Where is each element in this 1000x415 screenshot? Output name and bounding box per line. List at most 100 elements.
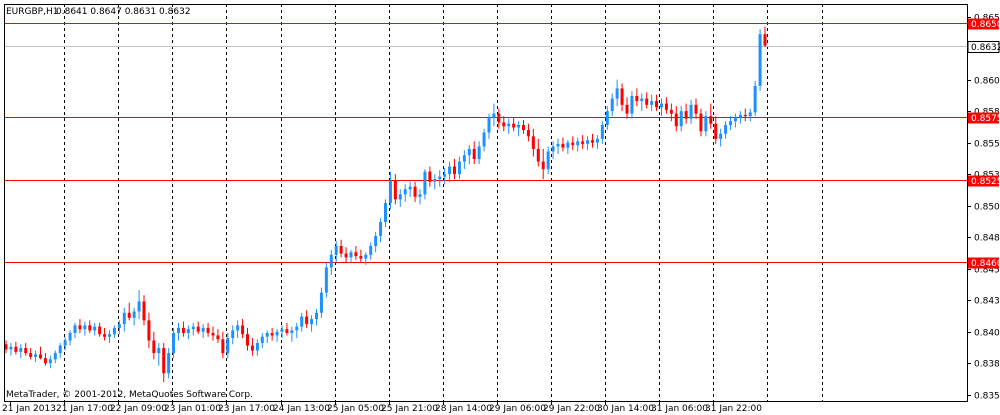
candle	[743, 108, 747, 122]
candle-body	[388, 180, 392, 204]
candle-body	[324, 267, 328, 293]
candle-body	[14, 346, 18, 352]
candle	[112, 325, 116, 338]
candle-body	[137, 301, 141, 312]
candle	[546, 146, 550, 175]
candle	[738, 111, 742, 124]
candle-body	[758, 34, 762, 86]
candle-body	[68, 332, 72, 341]
candle	[186, 325, 190, 340]
candle	[305, 310, 309, 328]
candle	[413, 181, 417, 202]
candle-body	[73, 325, 77, 333]
candle-body	[541, 161, 545, 170]
candle	[699, 108, 703, 137]
candle-body	[280, 329, 284, 332]
candle-body	[630, 96, 634, 114]
candle	[58, 343, 62, 359]
candles	[4, 26, 767, 383]
candle-body	[78, 325, 82, 330]
candle	[393, 174, 397, 205]
candle	[664, 97, 668, 114]
candle	[655, 94, 659, 112]
candle-body	[507, 123, 511, 127]
x-tick-label: 24 Jan 13:00	[273, 404, 330, 414]
x-tick-label: 25 Jan 05:00	[327, 404, 384, 414]
candle-body	[443, 174, 447, 177]
candle	[157, 343, 161, 366]
y-tick-label: 0.8405	[974, 329, 1000, 339]
candle-body	[625, 104, 629, 114]
candle	[310, 315, 314, 332]
candle-body	[605, 111, 609, 125]
candle-body	[132, 311, 136, 318]
candle	[660, 98, 663, 117]
candle	[369, 242, 373, 260]
candle-body	[536, 148, 540, 162]
candle-body	[43, 358, 47, 364]
candle	[241, 319, 245, 338]
candle-body	[571, 142, 575, 146]
candle	[610, 93, 614, 117]
candle	[315, 308, 318, 326]
candle-body	[211, 332, 215, 336]
level-price-label: 0.8650	[971, 20, 1000, 30]
candle	[384, 199, 387, 228]
candle-body	[526, 130, 530, 137]
candle-body	[206, 327, 210, 333]
candle	[172, 327, 176, 359]
candle	[83, 321, 87, 336]
candle	[595, 135, 599, 149]
candle-body	[689, 104, 693, 119]
candle	[191, 322, 195, 336]
candle	[246, 327, 249, 351]
candle	[497, 108, 501, 129]
candle-body	[103, 334, 107, 337]
candle	[482, 128, 486, 152]
candle-body	[655, 101, 659, 108]
candle-body	[19, 348, 23, 352]
candle-body	[285, 329, 289, 333]
x-tick-label: 29 Jan 22:00	[543, 404, 600, 414]
candle	[73, 322, 77, 338]
candle	[467, 145, 471, 165]
candle	[669, 103, 673, 122]
candle-body	[53, 353, 57, 360]
candle-body	[226, 337, 230, 354]
candle-body	[477, 146, 481, 160]
candle	[502, 116, 506, 132]
candle-body	[576, 141, 580, 146]
candle-body	[586, 140, 590, 144]
candle-body	[763, 34, 767, 46]
candle-body	[58, 345, 62, 354]
candle	[408, 181, 412, 197]
candle	[566, 140, 570, 154]
candle	[600, 121, 604, 144]
candle-body	[142, 301, 146, 321]
candle	[14, 341, 18, 355]
candle-body	[457, 161, 461, 175]
candle	[275, 329, 279, 342]
candle	[689, 99, 693, 124]
candle-body	[374, 235, 378, 246]
candle	[117, 320, 121, 335]
candle-body	[359, 256, 363, 259]
candle	[753, 80, 757, 117]
candle	[364, 252, 368, 265]
candle-body	[438, 176, 442, 180]
candle-body	[482, 132, 486, 147]
candle-body	[467, 148, 471, 156]
candle	[457, 156, 461, 180]
candle	[581, 135, 585, 149]
candle-body	[650, 101, 654, 105]
candle-body	[310, 319, 314, 325]
candle-body	[462, 155, 466, 162]
candle-body	[157, 348, 161, 354]
candle-body	[290, 330, 294, 333]
candle	[280, 325, 284, 338]
candle-body	[753, 85, 757, 113]
candle	[536, 138, 540, 167]
